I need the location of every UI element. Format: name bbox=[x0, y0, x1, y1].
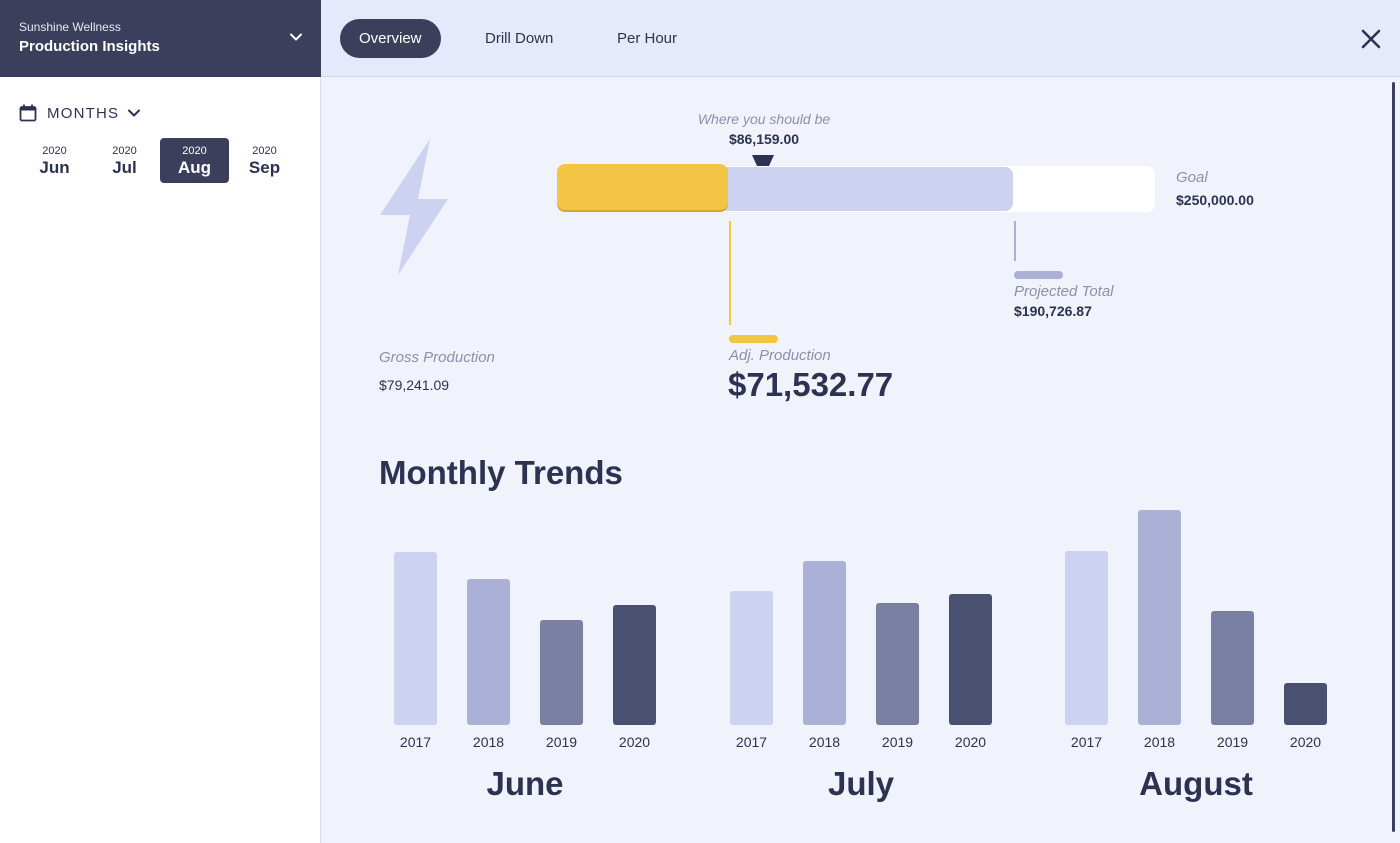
bar-july-2020 bbox=[949, 594, 992, 725]
monthly-trends-chart: 2017 2018 2019 2020 June 2017 2018 2019 2020 July… bbox=[394, 510, 1327, 802]
month-label: Aug bbox=[177, 158, 212, 177]
year-tick-label: 2017 bbox=[400, 734, 431, 750]
month-sep[interactable]: 2020 Sep bbox=[230, 138, 299, 183]
projected-swatch bbox=[1014, 271, 1063, 279]
year-tick-label: 2018 bbox=[809, 734, 840, 750]
year-tick-label: 2018 bbox=[473, 734, 504, 750]
projected-total-label: Projected Total bbox=[1014, 283, 1114, 300]
projected-total-value: $190,726.87 bbox=[1014, 303, 1092, 319]
lightning-bolt-icon bbox=[380, 139, 448, 275]
scrollbar[interactable] bbox=[1392, 82, 1395, 832]
bar-june-2017 bbox=[394, 552, 437, 725]
month-jul[interactable]: 2020 Jul bbox=[90, 138, 159, 183]
year-tick-label: 2020 bbox=[955, 734, 986, 750]
gross-production-label: Gross Production bbox=[379, 349, 495, 366]
month-label: Sep bbox=[248, 158, 281, 177]
year-tick-label: 2018 bbox=[1144, 734, 1175, 750]
month-group-label: July bbox=[828, 765, 895, 802]
top-nav: Overview Drill Down Per Hour bbox=[321, 0, 1400, 77]
bar-june-2018 bbox=[467, 579, 510, 725]
should-be-label: Where you should be bbox=[697, 111, 831, 127]
month-label: Jun bbox=[39, 158, 70, 177]
bar-july-2017 bbox=[730, 591, 773, 725]
adj-production-bar bbox=[557, 164, 729, 210]
goal-value: $250,000.00 bbox=[1176, 192, 1254, 208]
year-tick-label: 2020 bbox=[1290, 734, 1321, 750]
adj-production-swatch bbox=[729, 335, 778, 343]
bar-august-2020 bbox=[1284, 683, 1327, 725]
monthly-trends-title: Monthly Trends bbox=[379, 454, 623, 491]
adj-production-label: Adj. Production bbox=[729, 347, 831, 364]
year-tick-label: 2019 bbox=[546, 734, 577, 750]
adj-production-value: $71,532.77 bbox=[728, 366, 894, 403]
gross-production-value: $79,241.09 bbox=[379, 377, 450, 393]
bar-august-2018 bbox=[1138, 510, 1181, 725]
bar-july-2019 bbox=[876, 603, 919, 725]
period-toggle-label: MONTHS bbox=[47, 104, 120, 122]
month-jun[interactable]: 2020 Jun bbox=[20, 138, 89, 183]
bar-june-2019 bbox=[540, 620, 583, 725]
should-be-value: $86,159.00 bbox=[728, 131, 800, 147]
tab-overview[interactable]: Overview bbox=[340, 19, 441, 58]
month-year: 2020 bbox=[112, 145, 137, 157]
month-group-label: August bbox=[1139, 765, 1253, 802]
year-tick-label: 2017 bbox=[1071, 734, 1102, 750]
sidebar: Sunshine Wellness Production Insights MO… bbox=[0, 0, 321, 843]
month-group-label: June bbox=[486, 765, 563, 802]
bar-august-2019 bbox=[1211, 611, 1254, 725]
org-name: Sunshine Wellness bbox=[19, 20, 121, 34]
period-toggle[interactable]: MONTHS bbox=[19, 104, 141, 122]
close-icon[interactable] bbox=[1360, 28, 1382, 50]
projected-connector bbox=[1014, 221, 1016, 261]
bar-august-2017 bbox=[1065, 551, 1108, 725]
main-content: Where you should be $86,159.00 Goal $250… bbox=[321, 77, 1400, 843]
month-label: Jul bbox=[112, 158, 137, 177]
month-year: 2020 bbox=[252, 145, 277, 157]
bar-july-2018 bbox=[803, 561, 846, 725]
year-tick-label: 2020 bbox=[619, 734, 650, 750]
app-name: Production Insights bbox=[19, 38, 160, 55]
goal-label: Goal bbox=[1176, 169, 1208, 186]
month-year: 2020 bbox=[182, 145, 207, 157]
chevron-down-icon[interactable] bbox=[289, 30, 303, 44]
month-year: 2020 bbox=[42, 145, 67, 157]
month-aug[interactable]: 2020 Aug bbox=[160, 138, 229, 183]
year-tick-label: 2017 bbox=[736, 734, 767, 750]
bar-june-2020 bbox=[613, 605, 656, 725]
tab-per-hour[interactable]: Per Hour bbox=[617, 30, 678, 47]
practice-selector[interactable]: Sunshine Wellness Production Insights bbox=[0, 0, 321, 77]
chevron-down-icon[interactable] bbox=[127, 106, 141, 120]
tab-drill-down[interactable]: Drill Down bbox=[485, 30, 554, 47]
year-tick-label: 2019 bbox=[882, 734, 913, 750]
year-tick-label: 2019 bbox=[1217, 734, 1248, 750]
calendar-icon bbox=[19, 104, 37, 122]
adj-production-connector bbox=[729, 221, 731, 325]
